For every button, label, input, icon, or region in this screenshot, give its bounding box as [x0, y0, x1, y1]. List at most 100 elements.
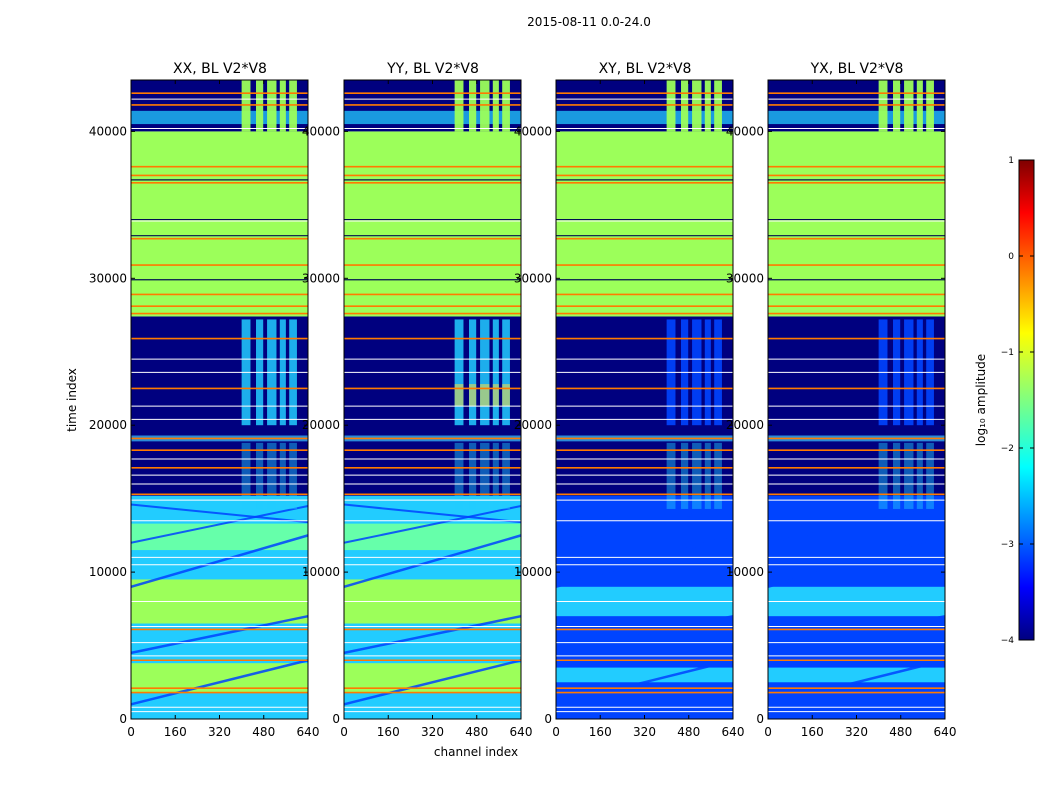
drift-track	[130, 614, 309, 655]
rfi-column	[714, 442, 722, 509]
rfi-column	[279, 442, 286, 509]
drift-track	[555, 614, 734, 655]
x-axis-label: channel index	[434, 745, 518, 759]
y-tick-label: 0	[119, 712, 127, 726]
drift-track	[767, 503, 946, 524]
heatmap-area	[343, 80, 522, 719]
heatmap-top-stripe	[131, 110, 308, 125]
x-tick-label: 0	[764, 725, 772, 739]
rfi-column	[926, 442, 934, 509]
rfi-column	[916, 442, 923, 509]
heatmap-flagged-block	[556, 131, 733, 317]
drift-track	[130, 659, 309, 706]
y-tick-label: 10000	[514, 565, 552, 579]
drift-track	[555, 503, 734, 524]
y-tick-label: 30000	[302, 271, 340, 285]
x-tick-label: 0	[552, 725, 560, 739]
y-tick-label: 10000	[89, 565, 127, 579]
rfi-column	[454, 442, 464, 509]
rfi-column	[492, 442, 499, 509]
y-axis: 0 10000 20000 30000 40000	[514, 124, 733, 726]
heatmap-top-stripe	[344, 110, 521, 125]
y-tick-label: 20000	[726, 418, 764, 432]
rfi-column	[502, 384, 510, 407]
rfi-column	[681, 442, 689, 509]
rfi-column	[454, 384, 464, 407]
drift-track	[343, 503, 522, 524]
y-tick-label: 0	[756, 712, 764, 726]
colorbar-tick-label: −2	[1001, 444, 1014, 454]
colorbar-tick-label: 0	[1008, 252, 1014, 262]
drift-track	[130, 503, 309, 524]
x-tick-label: 640	[297, 725, 320, 739]
drift-track	[555, 505, 734, 544]
heatmap-top-stripe	[556, 110, 733, 125]
drift-track	[343, 659, 522, 706]
y-tick-label: 40000	[726, 124, 764, 138]
x-tick-label: 480	[252, 725, 275, 739]
rfi-column	[492, 384, 499, 407]
heatmap-flagged-block	[768, 131, 945, 317]
colorbar-tick-label: −3	[1001, 540, 1014, 550]
colorbar-tick-label: −1	[1001, 348, 1014, 358]
x-tick-label: 640	[510, 725, 533, 739]
heatmap-flagged-block	[131, 131, 308, 317]
panel-title: YY, BL V2*V8	[386, 61, 479, 77]
drift-track	[130, 534, 309, 588]
drift-track	[130, 505, 309, 544]
drift-track	[555, 534, 734, 588]
rfi-column	[480, 442, 490, 509]
y-axis: 0 10000 20000 30000 40000	[302, 124, 521, 726]
x-tick-label: 160	[164, 725, 187, 739]
rfi-column	[704, 442, 711, 509]
heatmap-area	[767, 80, 946, 719]
drift-track	[555, 659, 734, 706]
x-axis: 0 160 320 480 640	[552, 80, 744, 739]
drift-track	[767, 534, 946, 588]
x-axis: 0 160 320 480 640	[340, 80, 532, 739]
y-tick-label: 20000	[302, 418, 340, 432]
y-tick-label: 30000	[89, 271, 127, 285]
colorbar-tick-label: −4	[1001, 636, 1015, 646]
x-tick-label: 480	[677, 725, 700, 739]
rfi-column	[878, 442, 888, 509]
colorbar: 1 0 −1 −2 −3 −4 log₁₀ amplitude	[974, 156, 1035, 646]
panel-title: XX, BL V2*V8	[173, 61, 267, 77]
x-axis: 0 160 320 480 640	[764, 80, 956, 739]
y-tick-label: 40000	[89, 124, 127, 138]
x-tick-label: 480	[465, 725, 488, 739]
y-tick-label: 10000	[726, 565, 764, 579]
drift-track	[343, 534, 522, 588]
rfi-column	[502, 442, 510, 509]
rfi-column	[469, 384, 477, 407]
colorbar-ticks: 1 0 −1 −2 −3 −4	[1001, 156, 1034, 646]
x-tick-label: 160	[801, 725, 824, 739]
panel-title: YX, BL V2*V8	[810, 61, 904, 77]
x-tick-label: 0	[340, 725, 348, 739]
y-tick-label: 20000	[89, 418, 127, 432]
panel-yx: YX, BL V2*V8 0 160 320 480 640 0 10000 20000 30…	[726, 61, 957, 739]
x-tick-label: 320	[633, 725, 656, 739]
heatmap-flagged-block	[344, 131, 521, 317]
y-tick-label: 40000	[514, 124, 552, 138]
y-tick-label: 30000	[514, 271, 552, 285]
drift-track	[343, 614, 522, 655]
panel-xy: XY, BL V2*V8 0 160 320 480 640 0 10000 20000 30…	[514, 61, 745, 739]
x-tick-label: 160	[377, 725, 400, 739]
y-axis: 0 10000 20000 30000 40000	[726, 124, 945, 726]
rfi-column	[480, 384, 490, 407]
y-tick-label: 20000	[514, 418, 552, 432]
drift-track	[767, 659, 946, 706]
heatmap-cyan-patch	[556, 667, 733, 683]
rfi-column	[241, 442, 251, 509]
x-tick-label: 160	[589, 725, 612, 739]
panel-title: XY, BL V2*V8	[599, 61, 692, 77]
drift-track	[343, 505, 522, 544]
rfi-column	[469, 442, 477, 509]
heatmap-area	[555, 80, 734, 719]
x-tick-label: 640	[934, 725, 957, 739]
x-axis: 0 160 320 480 640	[127, 80, 319, 739]
drift-track	[767, 505, 946, 544]
drift-track	[767, 614, 946, 655]
rfi-column	[893, 442, 901, 509]
